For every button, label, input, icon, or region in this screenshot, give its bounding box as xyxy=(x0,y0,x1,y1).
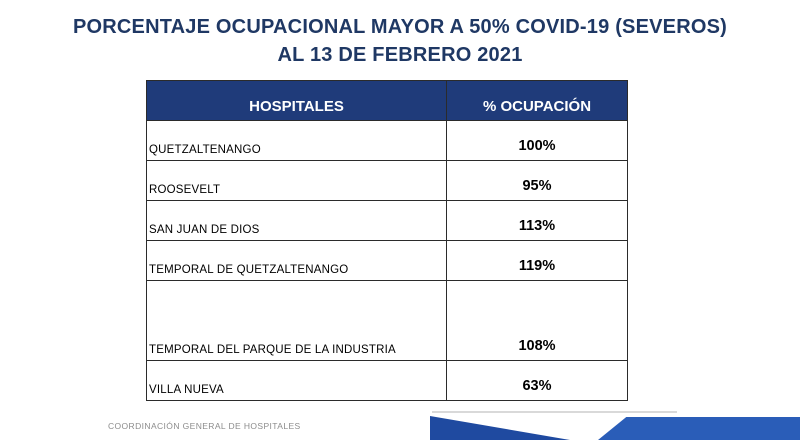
header-occupancy: % OCUPACIÓN xyxy=(446,80,628,121)
hospital-name: VILLA NUEVA xyxy=(146,360,447,401)
hospital-name: QUETZALTENANGO xyxy=(146,120,447,161)
slide-subtitle-date: AL 13 DE FEBRERO 2021 xyxy=(277,44,523,66)
occupancy-value: 113% xyxy=(446,200,628,241)
table-row: ROOSEVELT 95% xyxy=(146,160,628,201)
occupancy-value: 108% xyxy=(446,280,628,361)
table-header-row: HOSPITALES % OCUPACIÓN xyxy=(146,80,628,121)
footer-decor-blue-band xyxy=(598,417,800,440)
hospital-name: TEMPORAL DE QUETZALTENANGO xyxy=(146,240,447,281)
table-row: VILLA NUEVA 63% xyxy=(146,360,628,401)
occupancy-value: 63% xyxy=(446,360,628,401)
table-row: TEMPORAL DEL PARQUE DE LA INDUSTRIA 108% xyxy=(146,280,628,361)
hospital-name: SAN JUAN DE DIOS xyxy=(146,200,447,241)
table-row: SAN JUAN DE DIOS 113% xyxy=(146,200,628,241)
table-row: TEMPORAL DE QUETZALTENANGO 119% xyxy=(146,240,628,281)
hospital-name: TEMPORAL DEL PARQUE DE LA INDUSTRIA xyxy=(146,280,447,361)
slide-title: PORCENTAJE OCUPACIONAL MAYOR A 50% COVID… xyxy=(72,16,728,38)
occupancy-value: 100% xyxy=(446,120,628,161)
occupancy-value: 119% xyxy=(446,240,628,281)
footer-organization: COORDINACIÓN GENERAL DE HOSPITALES xyxy=(108,421,301,431)
hospital-name: ROOSEVELT xyxy=(146,160,447,201)
header-hospitals: HOSPITALES xyxy=(146,80,447,121)
occupancy-value: 95% xyxy=(446,160,628,201)
table-row: QUETZALTENANGO 100% xyxy=(146,120,628,161)
occupancy-table: HOSPITALES % OCUPACIÓN QUETZALTENANGO 10… xyxy=(146,80,628,401)
